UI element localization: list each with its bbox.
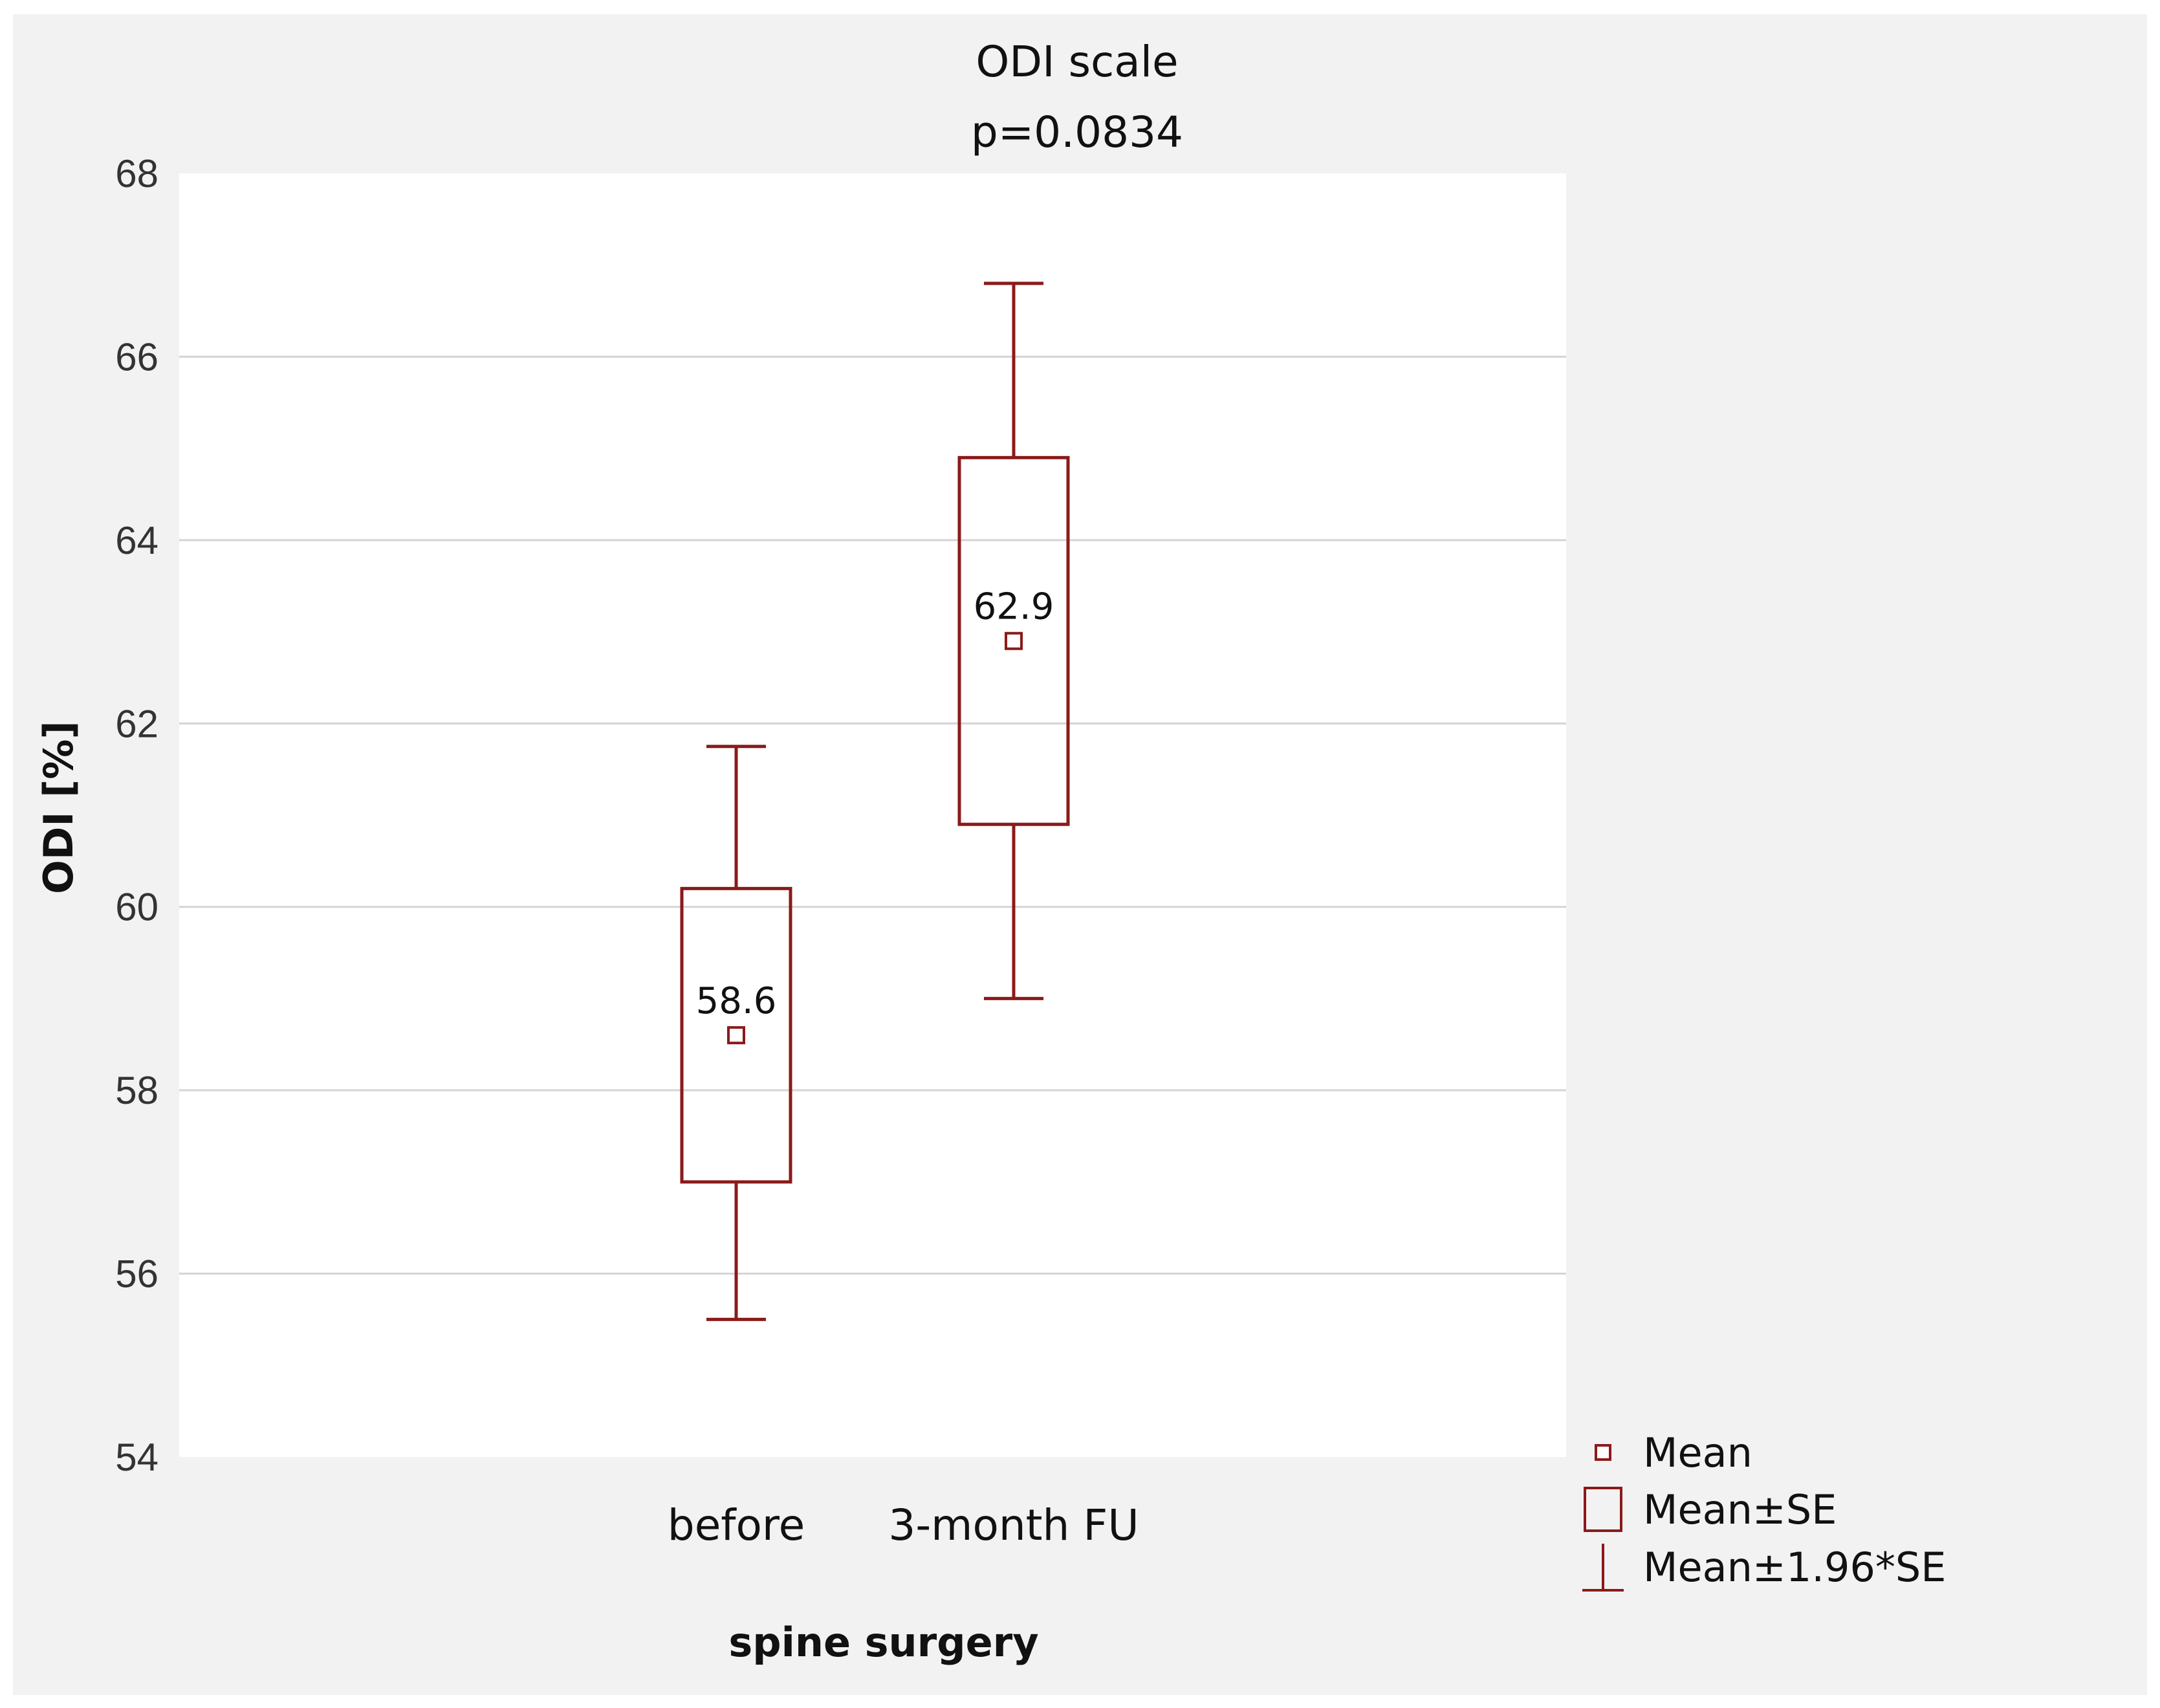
y-tick-label: 56 [115, 1253, 158, 1296]
y-tick-label: 68 [115, 152, 158, 195]
box-group: 62.9 [957, 281, 1070, 1000]
y-tick-label: 58 [115, 1069, 158, 1112]
legend-mean-symbol [1595, 1444, 1611, 1461]
legend-label: Mean±1.96*SE [1643, 1544, 1946, 1591]
box-series: 58.6 62.9 [680, 281, 1070, 1321]
plot-area [179, 173, 1566, 1457]
mean-value-label: 62.9 [974, 586, 1054, 628]
legend-item: Mean±1.96*SE [1582, 1544, 1946, 1592]
legend-se-box-symbol [1584, 1487, 1622, 1532]
grid-lines [179, 355, 1566, 1275]
legend-item: Mean [1595, 1429, 1752, 1476]
mean-value-label: 58.6 [696, 980, 777, 1022]
y-axis-label: ODI [%] [35, 721, 82, 894]
x-tick-labels: before 3-month FU [668, 1500, 1139, 1550]
mean-marker [1005, 631, 1023, 650]
y-tick-label: 62 [115, 702, 158, 745]
y-tick-label: 54 [115, 1436, 158, 1479]
se-box [957, 455, 1070, 826]
y-tick-labels: 54 56 58 60 62 64 66 68 [115, 152, 158, 1479]
legend-label: Mean±SE [1643, 1486, 1837, 1533]
chart-title: ODI scale [976, 37, 1178, 87]
mean-marker [727, 1026, 745, 1045]
chart-subtitle: p=0.0834 [971, 107, 1183, 157]
y-tick-label: 64 [115, 519, 158, 562]
y-tick-label: 60 [115, 886, 158, 929]
x-category-label: before [668, 1500, 805, 1550]
legend-item: Mean±SE [1584, 1486, 1837, 1533]
legend: Mean Mean±SE Mean±1.96*SE [1582, 1429, 1946, 1592]
x-axis-label: spine surgery [728, 1619, 1038, 1666]
y-tick-label: 66 [115, 335, 158, 378]
x-category-label: 3-month FU [888, 1500, 1139, 1550]
box-group: 58.6 [680, 745, 792, 1321]
legend-label: Mean [1643, 1429, 1752, 1476]
se-box [680, 886, 792, 1184]
